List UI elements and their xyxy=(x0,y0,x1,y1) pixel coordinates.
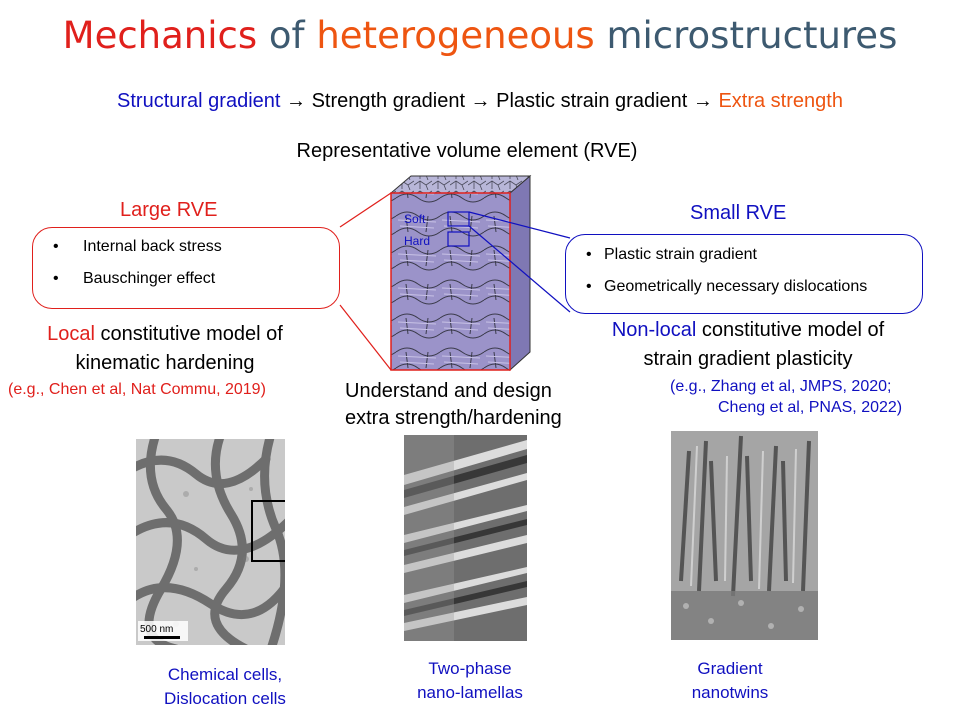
soft-label: Soft xyxy=(404,212,426,226)
cube-top-face xyxy=(389,175,532,194)
title-heterogeneous: heterogeneous xyxy=(316,14,595,57)
large-rve-title: Large RVE xyxy=(120,199,218,221)
nonlocal-model-line2: strain gradient plasticity xyxy=(643,348,853,370)
center-line1: Understand and design xyxy=(345,380,552,402)
large-rve-bullet: Internal back stress xyxy=(33,238,339,256)
local-label: Local xyxy=(47,323,95,345)
title-mechanics: Mechanics xyxy=(62,14,258,57)
subtitle-structural-gradient: Structural gradient xyxy=(117,90,281,112)
local-model-text: constitutive model of xyxy=(94,323,283,345)
title-of: of xyxy=(257,14,317,57)
cube-right-face xyxy=(509,174,531,372)
subtitle: Structural gradient → Strength gradient … xyxy=(0,90,960,113)
page-title: Mechanics of heterogeneous microstructur… xyxy=(0,14,960,57)
caption-gradient-nanotwins: Gradient nanotwins xyxy=(691,659,769,702)
rve-heading: Representative volume element (RVE) xyxy=(296,140,638,162)
center-statement: Understand and design extra strength/har… xyxy=(345,378,562,432)
small-rve-bullet: Plastic strain gradient xyxy=(566,246,922,264)
small-rve-bullet: Geometrically necessary dislocations xyxy=(566,278,922,296)
hard-rve-square xyxy=(447,231,470,247)
large-rve-outline xyxy=(390,192,511,371)
large-rve-reference: (e.g., Chen et al, Nat Commu, 2019) xyxy=(8,381,266,398)
small-rve-model: Non-local constitutive model of strain g… xyxy=(578,316,918,374)
micrograph-dislocation-cells: 500 nm xyxy=(136,439,285,645)
caption-dislocation-cells: Chemical cells, Dislocation cells xyxy=(164,665,286,708)
micrograph-gradient-nanotwins xyxy=(671,431,818,640)
large-rve-model: Local constitutive model of kinematic ha… xyxy=(10,320,320,378)
nonlocal-label: Non-local xyxy=(611,319,697,341)
local-model-line2: kinematic hardening xyxy=(75,352,255,374)
small-rve-box: Plastic strain gradient Geometrically ne… xyxy=(565,234,923,314)
caption-nano-lamellas: Two-phase nano-lamellas xyxy=(417,659,523,702)
scale-bar-label: 500 nm xyxy=(140,624,173,635)
nonlocal-model-text: constitutive model of xyxy=(696,319,885,341)
center-line2: extra strength/hardening xyxy=(345,407,562,429)
subtitle-extra-strength: Extra strength xyxy=(718,90,843,112)
subtitle-middle: → Strength gradient → Plastic strain gra… xyxy=(280,90,719,112)
large-rve-box: Internal back stress Bauschinger effect xyxy=(32,227,340,309)
small-rve-title: Small RVE xyxy=(690,202,787,224)
small-rve-reference-1: (e.g., Zhang et al, JMPS, 2020; xyxy=(670,378,892,395)
title-microstructures: microstructures xyxy=(594,14,898,57)
large-rve-bullet: Bauschinger effect xyxy=(33,270,339,288)
hard-label: Hard xyxy=(404,234,430,248)
micrograph-nano-lamellas xyxy=(404,435,527,641)
small-rve-reference-2: Cheng et al, PNAS, 2022) xyxy=(718,399,903,416)
soft-rve-square xyxy=(447,211,470,227)
